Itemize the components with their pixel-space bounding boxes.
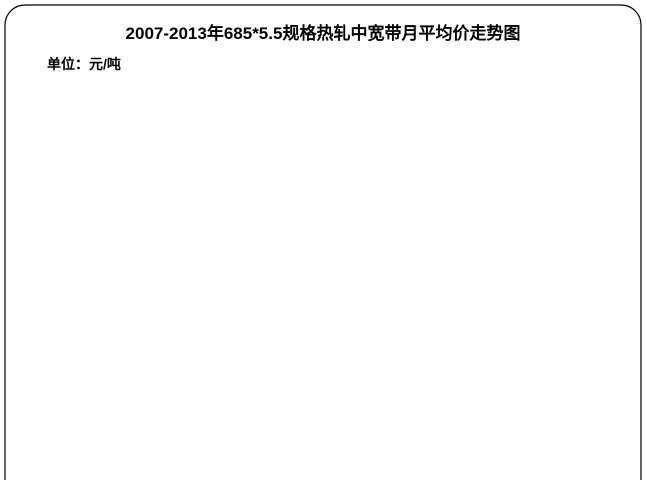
svg-text:单位：元/吨: 单位：元/吨 [47,56,121,72]
svg-text:2007-2013年685*5.5规格热轧中宽带月平均价走势: 2007-2013年685*5.5规格热轧中宽带月平均价走势图 [126,23,521,43]
